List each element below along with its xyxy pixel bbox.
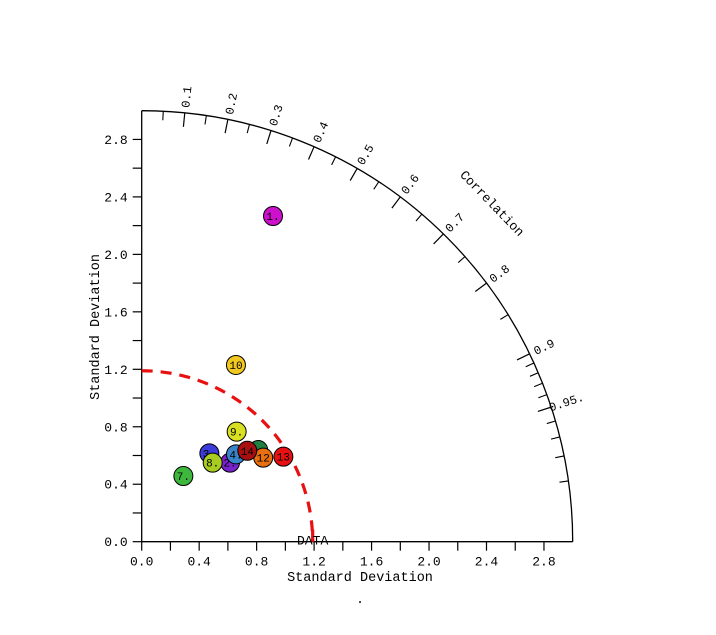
correlation-minor-tick bbox=[500, 314, 509, 320]
x-axis-tick-label: 2.0 bbox=[417, 555, 440, 570]
correlation-major-tick bbox=[391, 196, 401, 209]
correlation-minor-tick bbox=[373, 181, 380, 190]
data-point-label: 8. bbox=[206, 459, 219, 471]
data-point: 8. bbox=[202, 452, 223, 473]
x-axis-tick-label: 0.8 bbox=[245, 555, 268, 570]
footnote-dot: . bbox=[356, 592, 364, 607]
correlation-major-tick bbox=[516, 353, 530, 361]
data-point-label: 9. bbox=[230, 428, 243, 440]
correlation-tick-label: 0.6 bbox=[399, 172, 423, 198]
correlation-axis-title: Correlation bbox=[456, 168, 526, 240]
correlation-minor-tick bbox=[457, 256, 466, 263]
data-point-marker bbox=[173, 466, 194, 487]
y-axis-tick-label: 2.0 bbox=[104, 248, 127, 263]
correlation-major-tick bbox=[537, 406, 552, 413]
x-axis-tick-label: 1.6 bbox=[360, 555, 383, 570]
correlation-minor-tick bbox=[529, 372, 539, 377]
data-point-label: 14 bbox=[241, 447, 255, 459]
y-axis-title: Standard Deviation bbox=[89, 254, 104, 400]
correlation-minor-tick bbox=[525, 362, 535, 368]
y-axis-tick-label: 1.2 bbox=[104, 363, 127, 378]
data-point: 10 bbox=[225, 354, 246, 375]
x-axis-title: Standard Deviation bbox=[287, 571, 433, 586]
correlation-minor-tick bbox=[559, 480, 569, 483]
data-point-label: 7. bbox=[177, 472, 190, 484]
y-axis-tick-label: 2.4 bbox=[104, 190, 128, 205]
x-axis-tick-label: 1.2 bbox=[302, 555, 325, 570]
correlation-major-tick bbox=[224, 119, 229, 134]
x-axis-tick-label: 2.4 bbox=[475, 555, 499, 570]
correlation-minor-tick bbox=[415, 213, 423, 222]
data-point-label: 1. bbox=[266, 212, 279, 224]
data-point-marker bbox=[263, 206, 284, 227]
correlation-tick-label: 0.3 bbox=[267, 103, 287, 128]
data-point-label: 13 bbox=[277, 453, 290, 465]
y-axis-tick-label: 0.8 bbox=[104, 420, 127, 435]
data-point: 1. bbox=[263, 206, 284, 227]
x-axis-tick-label: 2.8 bbox=[532, 555, 555, 570]
correlation-tick-label: 0.4 bbox=[311, 120, 332, 145]
correlation-tick-label: 0.8 bbox=[487, 262, 513, 286]
data-point-marker bbox=[273, 446, 294, 467]
data-point-marker bbox=[226, 421, 247, 442]
data-point-marker bbox=[225, 354, 246, 375]
x-axis-tick-label: 0.4 bbox=[187, 555, 211, 570]
correlation-major-tick bbox=[433, 233, 444, 245]
reference-label: DATA bbox=[297, 534, 328, 549]
y-axis-tick-label: 0.0 bbox=[104, 535, 127, 550]
correlation-tick-label: 0.9 bbox=[532, 337, 558, 359]
correlation-minor-tick bbox=[246, 124, 250, 134]
correlation-minor-tick bbox=[546, 420, 556, 425]
correlation-arc bbox=[141, 110, 574, 542]
correlation-minor-tick bbox=[555, 455, 565, 459]
correlation-major-tick bbox=[307, 146, 315, 160]
data-point-label: 10 bbox=[229, 361, 242, 373]
y-axis-tick-label: 1.6 bbox=[104, 305, 127, 320]
data-point: 7. bbox=[173, 466, 194, 487]
correlation-tick-label: 0.1 bbox=[179, 86, 195, 109]
correlation-minor-tick bbox=[204, 115, 207, 125]
data-point-marker bbox=[237, 440, 258, 461]
data-point: 13 bbox=[273, 446, 294, 467]
data-point-marker bbox=[202, 452, 223, 473]
data-point-label: 12 bbox=[257, 454, 270, 466]
correlation-tick-label: 0.5 bbox=[355, 142, 378, 168]
data-point: 12 bbox=[253, 447, 274, 468]
correlation-tick-label: 0.95. bbox=[547, 391, 586, 416]
correlation-major-tick bbox=[349, 168, 358, 181]
y-axis-tick-label: 2.8 bbox=[104, 133, 127, 148]
y-axis-tick-label: 0.4 bbox=[104, 478, 128, 493]
correlation-minor-tick bbox=[288, 137, 294, 147]
correlation-minor-tick bbox=[331, 156, 337, 166]
correlation-tick-label: 0.2 bbox=[223, 92, 241, 116]
correlation-major-tick bbox=[474, 282, 487, 292]
correlation-minor-tick bbox=[538, 394, 548, 399]
correlation-major-tick bbox=[182, 112, 186, 127]
correlation-major-tick bbox=[266, 130, 272, 145]
data-point: 9. bbox=[226, 421, 247, 442]
correlation-minor-tick bbox=[533, 382, 543, 388]
correlation-minor-tick bbox=[550, 436, 560, 440]
reference-std-arc bbox=[141, 369, 315, 542]
correlation-tick-label: 0.7 bbox=[443, 211, 468, 236]
x-axis-tick-label: 0.0 bbox=[130, 555, 153, 570]
data-point: 14 bbox=[237, 440, 258, 461]
